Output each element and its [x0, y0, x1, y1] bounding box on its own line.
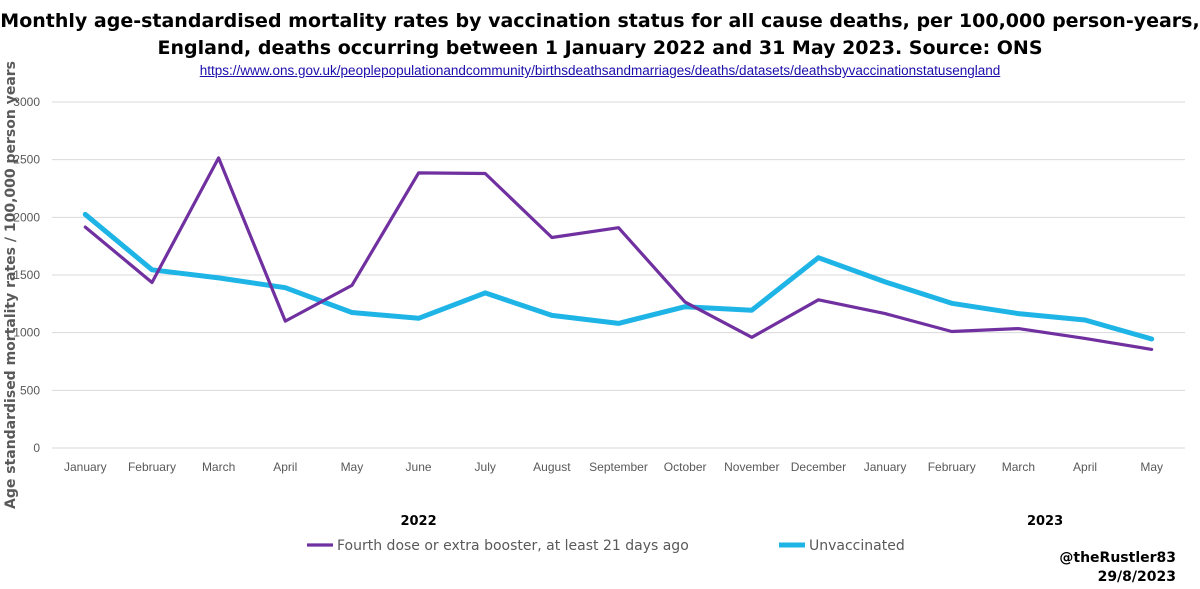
y-axis-label: Age standardised mortality rates / 100,0… — [3, 61, 19, 509]
credit-date: 29/8/2023 — [1097, 569, 1176, 585]
x-axis-ticks: January February March April May June July Augu… — [64, 460, 1163, 474]
x-tick-label: February — [128, 460, 176, 474]
chart-title-line1: Monthly age-standardised mortality rates… — [0, 10, 1200, 32]
y-tick-label: 0 — [33, 441, 40, 455]
x-tick-label: August — [533, 460, 571, 474]
y-tick-label: 1500 — [13, 268, 40, 282]
y-axis-ticks: 0 500 1000 1500 2000 2500 3000 — [13, 95, 40, 455]
y-tick-label: 1000 — [13, 326, 40, 340]
year-label: 2023 — [1027, 514, 1063, 529]
x-tick-label: April — [1073, 460, 1097, 474]
x-tick-label: March — [1002, 460, 1035, 474]
chart-title-line2: England, deaths occurring between 1 Janu… — [157, 37, 1043, 59]
x-tick-label: January — [64, 460, 107, 474]
x-tick-label: April — [273, 460, 297, 474]
x-tick-label: February — [928, 460, 976, 474]
legend-label: Fourth dose or extra booster, at least 2… — [337, 538, 689, 554]
series-0 — [83, 156, 1154, 351]
x-tick-label: March — [202, 460, 235, 474]
year-label: 2022 — [400, 514, 436, 529]
series-line — [83, 156, 1154, 351]
y-tick-label: 2000 — [13, 210, 40, 224]
x-tick-label: December — [791, 460, 846, 474]
legend: Fourth dose or extra booster, at least 2… — [307, 538, 905, 554]
x-tick-label: January — [864, 460, 907, 474]
x-tick-label: June — [406, 460, 432, 474]
series-1 — [82, 211, 1155, 342]
year-labels: 2022 2023 — [400, 514, 1063, 529]
author-handle: @theRustler83 — [1059, 550, 1176, 566]
gridlines — [52, 101, 1185, 449]
x-tick-label: July — [475, 460, 496, 474]
series-lines — [82, 156, 1155, 351]
x-tick-label: September — [589, 460, 648, 474]
series-line — [82, 211, 1155, 342]
x-tick-label: October — [664, 460, 707, 474]
y-tick-label: 3000 — [13, 95, 40, 109]
source-link[interactable]: https://www.ons.gov.uk/peoplepopulationa… — [199, 63, 1001, 78]
x-tick-label: May — [341, 460, 364, 474]
legend-item: Unvaccinated — [779, 538, 905, 554]
legend-label: Unvaccinated — [809, 538, 905, 554]
legend-item: Fourth dose or extra booster, at least 2… — [307, 538, 689, 554]
x-tick-label: May — [1140, 460, 1163, 474]
x-tick-label: November — [724, 460, 779, 474]
y-tick-label: 2500 — [13, 153, 40, 167]
y-tick-label: 500 — [20, 383, 40, 397]
